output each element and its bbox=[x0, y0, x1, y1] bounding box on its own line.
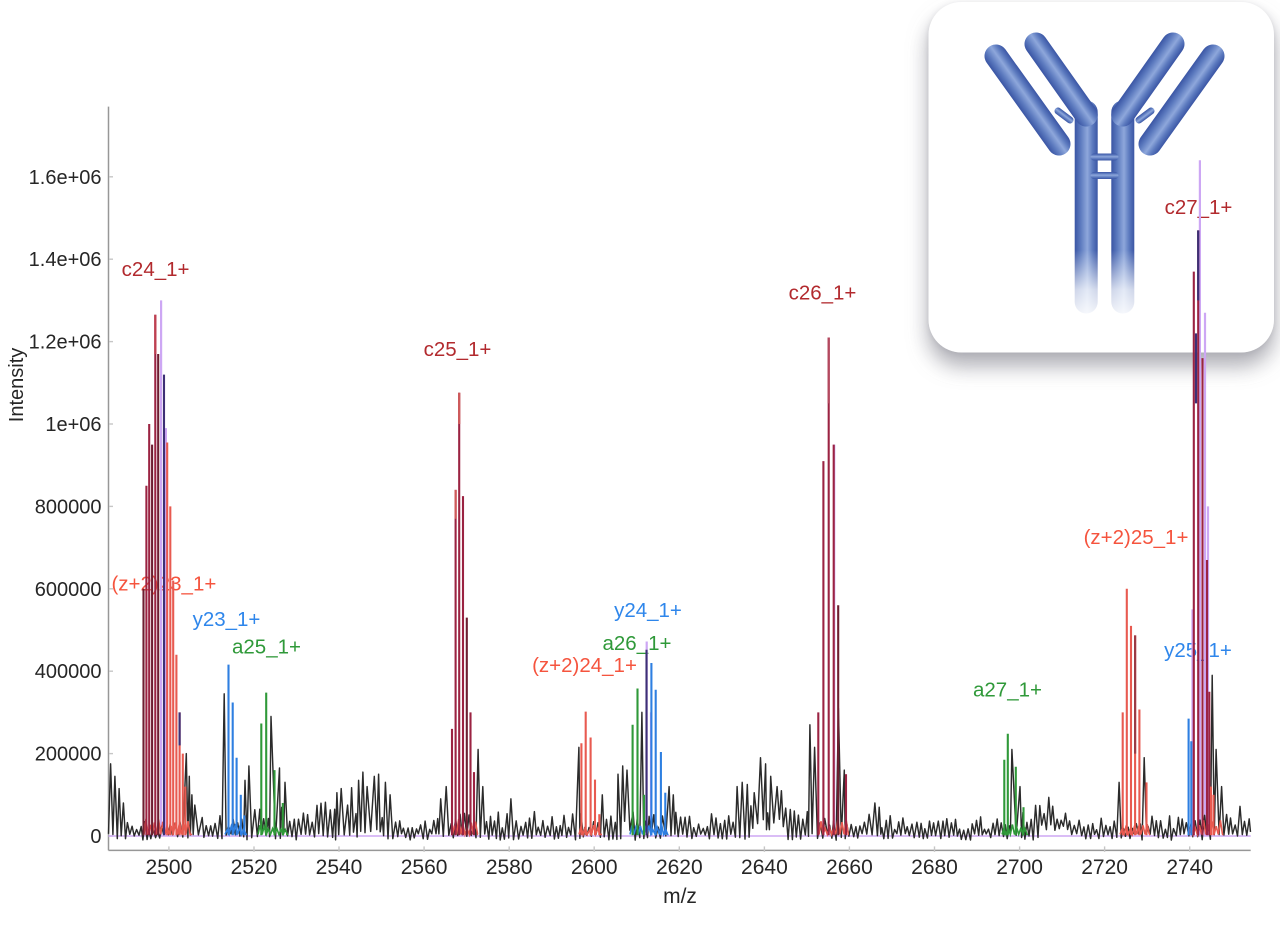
svg-text:2660: 2660 bbox=[826, 856, 873, 879]
svg-text:200000: 200000 bbox=[35, 744, 102, 766]
svg-text:2720: 2720 bbox=[1081, 856, 1128, 879]
svg-text:Intensity: Intensity bbox=[6, 348, 28, 422]
svg-text:a25_1+: a25_1+ bbox=[232, 636, 301, 659]
svg-text:1.2e+06: 1.2e+06 bbox=[29, 332, 102, 354]
svg-text:2560: 2560 bbox=[401, 856, 448, 879]
svg-text:600000: 600000 bbox=[35, 579, 102, 601]
svg-text:2740: 2740 bbox=[1166, 856, 1213, 879]
svg-text:1.4e+06: 1.4e+06 bbox=[29, 249, 102, 271]
svg-text:2640: 2640 bbox=[741, 856, 788, 879]
svg-text:1.6e+06: 1.6e+06 bbox=[29, 167, 102, 189]
svg-text:c24_1+: c24_1+ bbox=[122, 258, 190, 281]
svg-text:c25_1+: c25_1+ bbox=[424, 338, 492, 361]
svg-text:2500: 2500 bbox=[146, 856, 193, 879]
svg-text:0: 0 bbox=[90, 826, 101, 848]
svg-text:1e+06: 1e+06 bbox=[45, 414, 101, 436]
svg-text:2680: 2680 bbox=[911, 856, 958, 879]
svg-text:2580: 2580 bbox=[486, 856, 533, 879]
svg-text:800000: 800000 bbox=[35, 496, 102, 518]
svg-text:400000: 400000 bbox=[35, 661, 102, 683]
svg-text:y23_1+: y23_1+ bbox=[193, 608, 261, 631]
svg-text:2600: 2600 bbox=[571, 856, 618, 879]
svg-text:y24_1+: y24_1+ bbox=[614, 599, 682, 622]
svg-text:a26_1+: a26_1+ bbox=[603, 632, 672, 655]
svg-text:2620: 2620 bbox=[656, 856, 703, 879]
svg-text:m/z: m/z bbox=[663, 885, 697, 908]
svg-text:c27_1+: c27_1+ bbox=[1165, 196, 1233, 219]
svg-text:2520: 2520 bbox=[231, 856, 278, 879]
svg-text:2540: 2540 bbox=[316, 856, 363, 879]
svg-text:(z+2)24_1+: (z+2)24_1+ bbox=[532, 654, 637, 677]
svg-text:a27_1+: a27_1+ bbox=[973, 679, 1042, 702]
svg-text:(z+2)25_1+: (z+2)25_1+ bbox=[1084, 526, 1189, 549]
svg-text:2700: 2700 bbox=[996, 856, 1043, 879]
svg-text:c26_1+: c26_1+ bbox=[789, 282, 857, 305]
